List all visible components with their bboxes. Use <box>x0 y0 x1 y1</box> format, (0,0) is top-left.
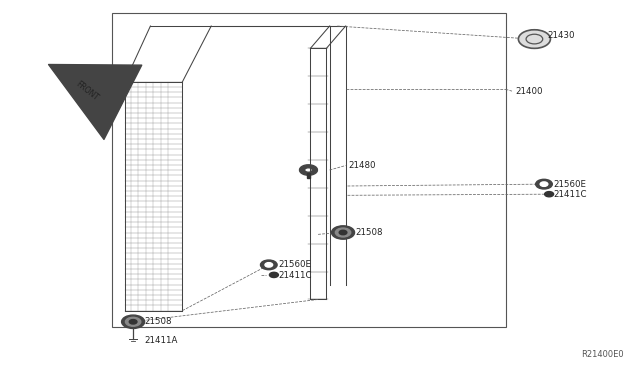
Circle shape <box>339 230 347 235</box>
Text: 21411C: 21411C <box>554 190 587 199</box>
Circle shape <box>335 228 351 237</box>
Wedge shape <box>300 165 317 175</box>
Circle shape <box>540 182 548 186</box>
Circle shape <box>518 30 550 48</box>
Text: 21411A: 21411A <box>144 336 177 345</box>
Circle shape <box>269 272 278 278</box>
Text: 21411C: 21411C <box>278 271 312 280</box>
Text: 21508: 21508 <box>355 228 383 237</box>
Text: 21560E: 21560E <box>278 260 312 269</box>
Text: 21400: 21400 <box>515 87 543 96</box>
Text: 21430: 21430 <box>547 31 575 40</box>
Circle shape <box>260 260 277 270</box>
Text: 21480: 21480 <box>349 161 376 170</box>
Circle shape <box>125 317 141 326</box>
Circle shape <box>536 179 552 189</box>
Text: 21560E: 21560E <box>554 180 587 189</box>
Text: 21508: 21508 <box>144 317 172 326</box>
Bar <box>307 173 310 178</box>
Circle shape <box>545 192 554 197</box>
Circle shape <box>332 226 355 239</box>
Circle shape <box>122 315 145 328</box>
Bar <box>112 13 506 327</box>
Text: R21400E0: R21400E0 <box>581 350 624 359</box>
Text: FRONT: FRONT <box>74 79 100 102</box>
Circle shape <box>129 320 137 324</box>
Circle shape <box>265 263 273 267</box>
